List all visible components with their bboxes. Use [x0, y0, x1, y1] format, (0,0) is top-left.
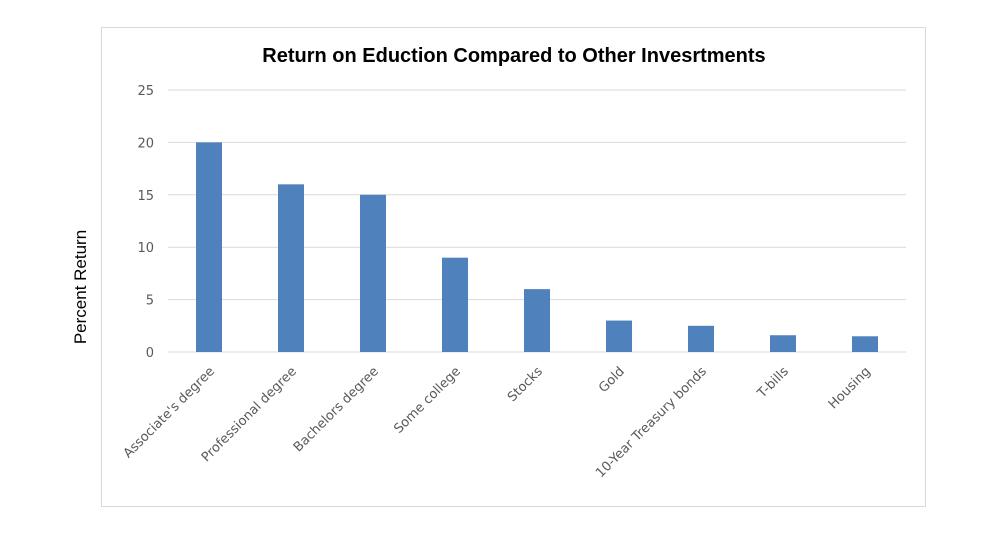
y-axis-label-background [60, 200, 100, 375]
bar [278, 184, 304, 352]
x-tick-label: Associate's degree [121, 364, 218, 461]
x-tick-label: Housing [826, 364, 874, 412]
y-tick-label: 10 [137, 241, 154, 256]
x-tick-label: T-bills [754, 364, 792, 402]
bar [442, 257, 468, 352]
x-tick-label: Bachelors degree [291, 364, 382, 455]
bar [770, 335, 796, 352]
y-tick-label: 15 [137, 189, 154, 204]
bar [196, 142, 222, 352]
bar [606, 320, 632, 352]
chart-title: Return on Eduction Compared to Other Inv… [262, 45, 765, 67]
bar [360, 194, 386, 352]
bar [688, 325, 714, 352]
x-tick-label: Gold [596, 364, 628, 396]
bar [852, 336, 878, 352]
y-tick-label: 5 [146, 294, 154, 309]
bars [196, 142, 878, 352]
y-axis-label: Percent Return [71, 230, 90, 344]
x-tick-label: Stocks [505, 364, 546, 405]
x-tick-label: Some college [391, 364, 464, 437]
y-tick-label: 20 [137, 136, 154, 151]
y-tick-labels: 0 5 10 15 20 25 [137, 84, 154, 361]
y-tick-label: 0 [146, 346, 154, 361]
chart-frame [101, 27, 926, 507]
x-tick-label: Professional degree [199, 364, 300, 465]
y-tick-label: 25 [137, 84, 154, 99]
bar [524, 289, 550, 352]
